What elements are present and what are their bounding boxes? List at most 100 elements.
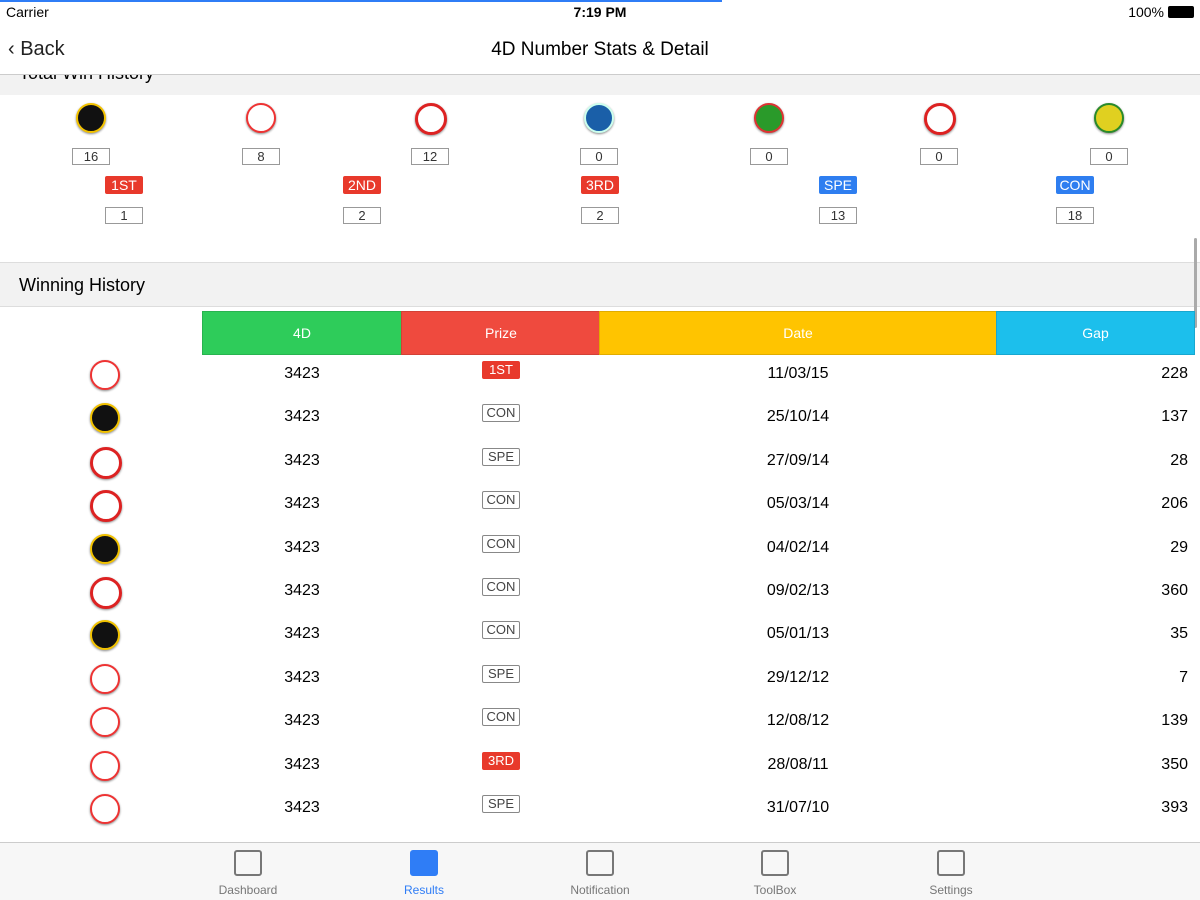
prize-badge: 1ST — [105, 176, 143, 194]
tab-icon[interactable] — [761, 850, 789, 876]
tab-label[interactable]: Results — [403, 883, 444, 897]
cell-prize: 3RD — [482, 751, 520, 770]
cell-gap: 360 — [1161, 582, 1188, 599]
operator-count: 16 — [72, 148, 110, 165]
operator-logo — [90, 663, 120, 694]
operator-count: 0 — [920, 148, 958, 165]
cell-prize: CON — [482, 534, 520, 553]
tab-icon[interactable] — [937, 850, 965, 876]
progress-bar — [0, 0, 722, 2]
operator-logo — [90, 750, 120, 781]
cell-4d: 3423 — [284, 799, 320, 816]
cell-prize: CON — [482, 404, 520, 423]
cell-prize: SPE — [482, 447, 520, 466]
nav-border — [0, 74, 1200, 75]
cell-date: 05/01/13 — [766, 625, 830, 643]
prize-count: 18 — [1056, 207, 1094, 224]
cell-4d: 3423 — [284, 408, 320, 426]
back-button[interactable]: ‹ Back — [8, 38, 65, 60]
cell-date: 04/02/14 — [766, 538, 830, 556]
column-header: 4D — [202, 311, 402, 355]
cell-date: 29/12/12 — [766, 668, 830, 686]
prize-count: 2 — [581, 207, 619, 224]
operator-logo — [90, 707, 120, 738]
operator-logo — [90, 533, 120, 564]
operator-logo — [1094, 103, 1124, 133]
cell-date: 31/07/10 — [766, 799, 830, 816]
tab-label[interactable]: Notification — [570, 883, 630, 897]
cell-4d: 3423 — [284, 755, 320, 773]
cell-4d: 3423 — [284, 668, 320, 686]
section-header: Total Win History — [0, 75, 1200, 95]
prize-badge: 2ND — [343, 176, 381, 194]
cell-gap: 7 — [1179, 668, 1188, 686]
prize-badge: SPE — [819, 176, 857, 194]
cell-prize: 1ST — [482, 361, 520, 379]
operator-logo — [76, 103, 106, 133]
column-header: Gap — [996, 311, 1195, 355]
nav-title: 4D Number Stats & Detail — [491, 39, 709, 60]
operator-logo — [584, 103, 614, 133]
operator-logo — [90, 490, 122, 523]
scrollbar — [1194, 238, 1197, 328]
operator-count: 12 — [411, 148, 449, 165]
operator-logo — [90, 620, 120, 651]
operator-logo — [90, 794, 120, 824]
cell-gap: 139 — [1161, 712, 1188, 730]
operator-count: 0 — [1090, 148, 1128, 165]
cell-gap: 206 — [1161, 495, 1188, 513]
cell-date: 09/02/13 — [766, 582, 830, 599]
tab-icon[interactable] — [234, 850, 262, 876]
operator-count: 8 — [242, 148, 280, 165]
prize-count: 1 — [105, 207, 143, 224]
cell-4d: 3423 — [284, 712, 320, 730]
section-title: Total Win History — [19, 75, 154, 84]
tab-label[interactable]: Dashboard — [218, 883, 278, 897]
prize-badge: CON — [1056, 176, 1094, 194]
column-header: Prize — [401, 311, 601, 355]
cell-gap: 28 — [1170, 451, 1188, 469]
cell-gap: 29 — [1170, 538, 1188, 556]
cell-date: 05/03/14 — [766, 495, 830, 513]
battery-text: 100% — [1128, 4, 1164, 20]
operator-logo — [90, 577, 122, 609]
carrier: Carrier — [6, 4, 49, 20]
operator-logo — [90, 446, 122, 479]
operator-logo — [90, 403, 120, 434]
cell-4d: 3423 — [284, 451, 320, 469]
column-header: Date — [599, 311, 997, 355]
section-title: Winning History — [19, 275, 146, 295]
cell-4d: 3423 — [284, 582, 320, 599]
cell-date: 27/09/14 — [766, 451, 830, 469]
prize-badge: 3RD — [581, 176, 619, 194]
back-label[interactable]: Back — [20, 38, 65, 60]
cell-date: 25/10/14 — [766, 408, 830, 426]
cell-gap: 350 — [1161, 755, 1188, 773]
tab-label[interactable]: ToolBox — [753, 883, 797, 897]
cell-4d: 3423 — [284, 495, 320, 513]
cell-gap: 137 — [1161, 408, 1188, 426]
cell-prize: CON — [482, 708, 520, 727]
operator-count: 0 — [750, 148, 788, 165]
cell-4d: 3423 — [284, 365, 320, 382]
cell-gap: 35 — [1170, 625, 1188, 643]
cell-4d: 3423 — [284, 625, 320, 643]
tab-icon[interactable] — [586, 850, 614, 876]
cell-gap: 393 — [1161, 799, 1188, 816]
cell-prize: CON — [482, 621, 520, 640]
cell-date: 11/03/15 — [767, 365, 829, 382]
cell-prize: CON — [482, 491, 520, 510]
cell-date: 12/08/12 — [766, 712, 830, 730]
prize-count: 2 — [343, 207, 381, 224]
clock: 7:19 PM — [573, 4, 627, 20]
operator-logo — [415, 103, 447, 135]
operator-logo — [246, 103, 276, 133]
operator-logo — [754, 103, 784, 133]
tab-icon[interactable] — [410, 850, 438, 876]
tab-label[interactable]: Settings — [929, 883, 973, 897]
cell-4d: 3423 — [284, 538, 320, 556]
cell-prize: SPE — [482, 795, 520, 813]
operator-logo — [90, 360, 120, 390]
cell-date: 28/08/11 — [767, 755, 829, 773]
